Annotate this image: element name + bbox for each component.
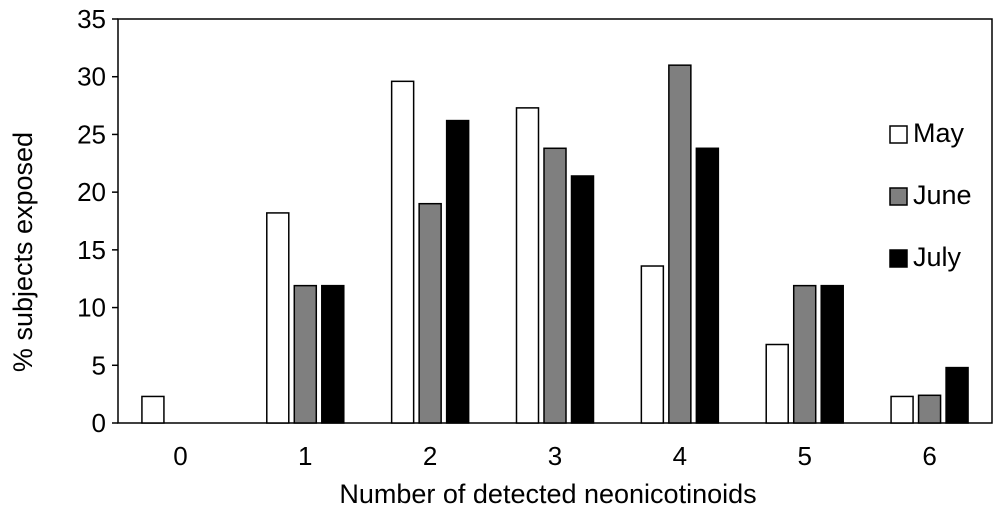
x-axis-ticks: 0 1 2 3 4 5 6 <box>173 441 937 471</box>
bar-june-1 <box>293 284 318 424</box>
bar-june-2 <box>418 202 442 424</box>
y-axis-label: % subjects exposed <box>8 132 38 372</box>
x-tick-label: 4 <box>673 441 687 471</box>
legend-swatch-may <box>889 125 908 144</box>
y-tick-label: 0 <box>92 408 106 438</box>
bar-may-5 <box>765 343 789 424</box>
bars-layer <box>141 64 969 424</box>
x-axis-label: Number of detected neonicotinoids <box>339 479 756 509</box>
bar-july-4 <box>695 147 720 424</box>
y-axis-ticks: 0 5 10 15 20 25 30 35 <box>77 4 118 438</box>
bar-june-6 <box>917 394 942 424</box>
bar-july-2 <box>445 119 470 424</box>
y-tick-label: 35 <box>77 4 106 34</box>
legend-swatch-july <box>889 249 908 268</box>
x-tick-label: 2 <box>423 441 437 471</box>
bar-june-5 <box>792 284 817 424</box>
bar-may-3 <box>515 107 540 424</box>
y-tick-label: 25 <box>77 119 106 149</box>
x-tick-label: 3 <box>548 441 562 471</box>
y-tick-label: 5 <box>92 350 106 380</box>
bar-may-6 <box>890 395 914 424</box>
x-tick-label: 0 <box>173 441 187 471</box>
legend-label-july: July <box>913 242 962 272</box>
legend-label-june: June <box>913 180 972 210</box>
bar-july-5 <box>820 284 844 424</box>
bar-may-2 <box>390 80 415 424</box>
x-tick-label: 5 <box>797 441 811 471</box>
y-tick-label: 15 <box>77 235 106 265</box>
bar-july-6 <box>945 366 969 424</box>
x-tick-label: 1 <box>298 441 312 471</box>
bar-july-1 <box>321 284 345 424</box>
bar-may-1 <box>266 212 290 424</box>
legend-swatch-june <box>889 187 908 206</box>
bar-july-3 <box>570 175 595 424</box>
x-tick-label: 6 <box>922 441 936 471</box>
bar-may-4 <box>640 265 665 424</box>
y-tick-label: 10 <box>77 293 106 323</box>
y-tick-label: 30 <box>77 62 106 92</box>
legend-label-may: May <box>913 118 965 148</box>
y-tick-label: 20 <box>77 177 106 207</box>
legend: May June July <box>889 118 972 272</box>
bar-june-4 <box>668 64 692 424</box>
bar-june-3 <box>543 147 567 424</box>
bar-may-0 <box>141 395 165 424</box>
